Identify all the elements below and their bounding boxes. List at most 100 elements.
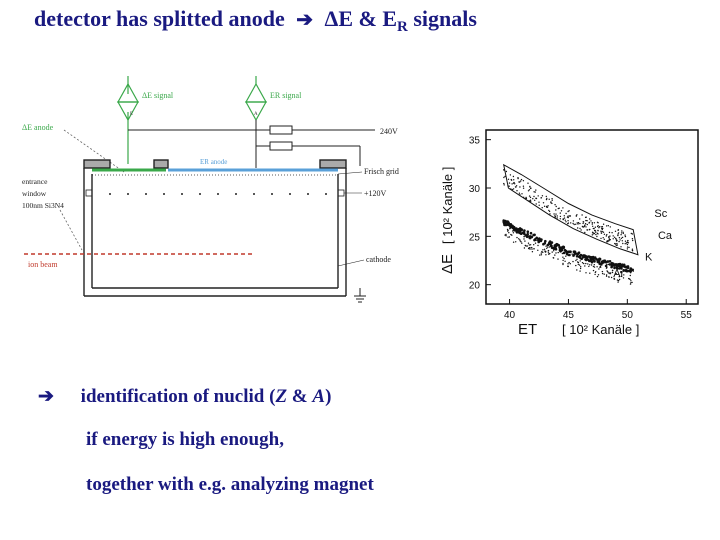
data-point-ca bbox=[624, 243, 626, 245]
data-point-sc bbox=[545, 198, 548, 201]
bullet-z: Z bbox=[275, 386, 288, 407]
data-point-sc bbox=[609, 226, 611, 228]
data-point-ca bbox=[593, 232, 596, 235]
data-point-ca bbox=[601, 230, 603, 233]
data-point-k bbox=[532, 233, 535, 237]
data-point-ca bbox=[543, 205, 546, 207]
data-point-ca bbox=[595, 231, 597, 233]
data-point-sc bbox=[513, 181, 515, 184]
data-point-sc bbox=[582, 221, 585, 223]
data-point-ca bbox=[608, 238, 611, 240]
data-point-sc bbox=[593, 222, 596, 224]
data-point-sc bbox=[522, 185, 525, 187]
data-point-ca bbox=[582, 222, 584, 225]
title-delta-e: ΔE & E bbox=[324, 6, 397, 31]
window-label: window bbox=[22, 189, 47, 198]
data-point-sc bbox=[541, 195, 544, 197]
data-point-ar bbox=[592, 260, 595, 262]
data-point-ar bbox=[569, 263, 571, 265]
data-point-sc bbox=[622, 232, 624, 235]
data-point-ca bbox=[563, 217, 566, 219]
data-point-ar bbox=[588, 265, 590, 268]
data-point-ar bbox=[619, 267, 622, 269]
data-point-ar bbox=[576, 269, 578, 271]
data-point-ca bbox=[518, 192, 521, 194]
data-point-sc bbox=[527, 182, 529, 184]
data-point-ar bbox=[555, 252, 557, 254]
data-point-ca bbox=[602, 231, 605, 233]
data-point-k bbox=[522, 231, 526, 234]
data-point-ar bbox=[628, 277, 630, 280]
data-point-ar bbox=[594, 273, 596, 276]
data-point-ar bbox=[533, 244, 535, 246]
data-point-ca bbox=[573, 223, 575, 226]
data-point-ca bbox=[615, 244, 617, 247]
data-point-ar bbox=[616, 279, 619, 281]
data-point-k bbox=[596, 259, 600, 263]
data-point-ar bbox=[567, 265, 569, 267]
data-point-ar bbox=[508, 232, 510, 234]
data-point-ar bbox=[563, 257, 565, 260]
data-point-ar bbox=[543, 248, 546, 250]
data-point-sc bbox=[533, 191, 535, 193]
data-point-ar bbox=[511, 234, 513, 236]
data-point-ar bbox=[620, 271, 622, 274]
data-point-ca bbox=[546, 206, 548, 208]
data-point-ca bbox=[600, 237, 602, 240]
data-point-k bbox=[543, 242, 547, 245]
data-point-ca bbox=[592, 227, 595, 230]
data-point-ca bbox=[612, 238, 614, 240]
data-point-ca bbox=[577, 223, 579, 225]
data-point-sc bbox=[517, 177, 519, 179]
data-point-k bbox=[613, 266, 616, 270]
data-point-sc bbox=[592, 225, 594, 227]
data-point-ar bbox=[601, 272, 604, 275]
data-point-ca bbox=[612, 235, 614, 237]
data-point-ca bbox=[521, 193, 523, 195]
data-point-ar bbox=[583, 262, 585, 265]
data-point-sc bbox=[596, 221, 599, 223]
data-point-ar bbox=[618, 268, 620, 270]
data-point-ar bbox=[580, 266, 582, 268]
data-point-ca bbox=[508, 182, 511, 184]
data-point-ar bbox=[507, 229, 509, 231]
data-point-ca bbox=[608, 236, 610, 238]
data-point-k bbox=[550, 241, 554, 244]
data-point-ar bbox=[622, 277, 625, 279]
data-point-sc bbox=[514, 183, 516, 185]
data-point-ar bbox=[528, 244, 530, 246]
data-point-ar bbox=[561, 252, 564, 255]
data-point-k bbox=[557, 244, 561, 247]
data-point-sc bbox=[586, 223, 588, 226]
data-point-ca bbox=[556, 217, 558, 219]
data-point-ca bbox=[555, 213, 557, 215]
data-point-ca bbox=[563, 215, 565, 217]
data-point-ca bbox=[595, 233, 597, 236]
data-point-k bbox=[598, 258, 601, 261]
data-point-sc bbox=[585, 219, 587, 222]
data-point-sc bbox=[565, 212, 567, 215]
data-point-ca bbox=[529, 196, 532, 199]
data-point-ar bbox=[529, 248, 531, 250]
data-point-ar bbox=[523, 235, 525, 238]
data-point-k bbox=[624, 265, 628, 269]
data-point-ca bbox=[508, 185, 510, 187]
data-point-ar bbox=[542, 249, 544, 251]
chamber bbox=[83, 159, 347, 297]
data-point-k bbox=[631, 268, 634, 272]
sc-ca-envelope bbox=[502, 163, 639, 256]
voltage-120-label: +120V bbox=[364, 189, 387, 198]
data-point-ar bbox=[568, 261, 570, 264]
data-point-sc bbox=[591, 222, 593, 224]
data-point-ar bbox=[585, 259, 587, 261]
data-point-ar bbox=[557, 258, 559, 260]
data-point-sc bbox=[546, 197, 548, 200]
data-point-ca bbox=[532, 198, 534, 200]
data-point-sc bbox=[557, 207, 559, 210]
data-point-ca bbox=[554, 215, 556, 218]
data-point-ca bbox=[576, 222, 578, 224]
data-point-sc bbox=[620, 232, 623, 234]
data-point-sc bbox=[584, 216, 587, 219]
data-point-sc bbox=[601, 226, 604, 228]
data-point-k bbox=[608, 263, 612, 266]
